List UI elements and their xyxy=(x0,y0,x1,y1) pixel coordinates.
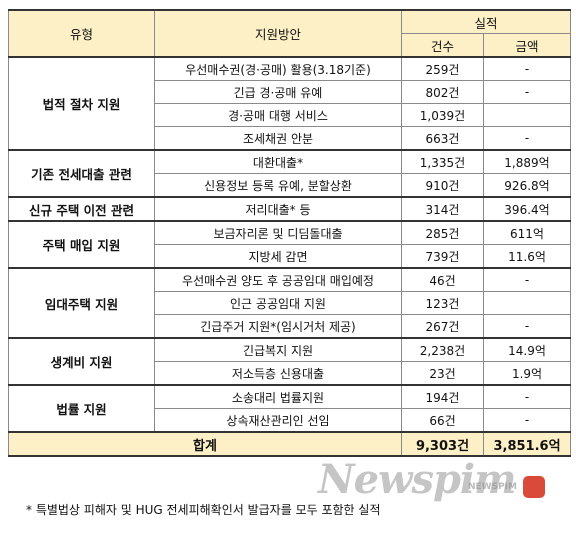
plan-cell: 지방세 감면 xyxy=(154,244,402,269)
amount-cell: 11.6억 xyxy=(482,244,572,269)
amount-cell: - xyxy=(482,80,572,104)
amount-cell: - xyxy=(482,384,572,409)
plan-cell: 상속재산관리인 선임 xyxy=(154,408,402,433)
plan-cell: 소송대리 법률지원 xyxy=(154,384,402,409)
header-plan: 지원방안 xyxy=(154,9,402,58)
count-cell: 23건 xyxy=(401,361,484,386)
table-row: 긴급 경·공매 유예 802건 - xyxy=(9,80,572,104)
table-row: 기존 전세대출 관련 대환대출* 1,335건 1,889억 xyxy=(8,149,572,198)
category-cell: 생계비 지원 xyxy=(8,337,155,386)
amount-cell: 611억 xyxy=(482,220,572,245)
support-results-table: 유형 지원방안 실적 건수 금액 법적 절차 지원 우선매수권(경·공매) 활용… xyxy=(8,9,572,457)
table-row: 긴급주거 지원*(임시거처 제공) 267건 - xyxy=(9,314,572,339)
amount-cell: - xyxy=(482,267,572,292)
count-cell: 285건 xyxy=(401,220,484,245)
total-label: 합계 xyxy=(8,431,402,457)
count-cell: 46건 xyxy=(401,267,484,292)
plan-cell: 우선매수권(경·공매) 활용(3.18기준) xyxy=(154,56,402,81)
table-row: 인근 공공임대 지원 123건 xyxy=(9,291,572,315)
amount-cell: 396.4억 xyxy=(482,196,572,222)
header-result: 실적 xyxy=(400,9,572,34)
count-cell: 739건 xyxy=(401,244,484,269)
total-amount: 3,851.6억 xyxy=(482,431,572,457)
watermark-brand: Newspim xyxy=(318,456,516,503)
watermark-logo-icon xyxy=(523,476,545,498)
amount-cell: - xyxy=(482,408,572,433)
amount-cell: - xyxy=(482,314,572,339)
plan-cell: 대환대출* xyxy=(154,149,402,174)
category-cell: 주택 매입 지원 xyxy=(8,220,155,269)
amount-cell xyxy=(482,291,572,315)
amount-cell: 926.8억 xyxy=(482,173,572,198)
plan-cell: 우선매수권 양도 후 공공임대 매입예정 xyxy=(154,267,402,292)
total-row: 합계 9,303건 3,851.6억 xyxy=(8,431,572,457)
header-type: 유형 xyxy=(8,9,155,58)
footnote: * 특별법상 피해자 및 HUG 전세피해확인서 발급자를 모두 포함한 실적 xyxy=(26,503,381,517)
count-cell: 123건 xyxy=(401,291,484,315)
plan-cell: 긴급복지 지원 xyxy=(154,337,402,362)
category-cell: 신규 주택 이전 관련 xyxy=(8,196,155,222)
amount-cell: 1.9억 xyxy=(482,361,572,386)
plan-cell: 저소득층 신용대출 xyxy=(154,361,402,386)
category-cell: 법적 절차 지원 xyxy=(8,56,155,151)
table-row: 신규 주택 이전 관련 저리대출* 등 314건 396.4억 xyxy=(8,196,572,222)
count-cell: 910건 xyxy=(401,173,484,198)
plan-cell: 저리대출* 등 xyxy=(154,196,402,222)
table-row: 상속재산관리인 선임 66건 - xyxy=(9,408,572,433)
count-cell: 314건 xyxy=(401,196,484,222)
table-row: 임대주택 지원 우선매수권 양도 후 공공임대 매입예정 46건 - xyxy=(8,267,572,339)
amount-cell: 14.9억 xyxy=(482,337,572,362)
table-row: 주택 매입 지원 보금자리론 및 디딤돌대출 285건 611억 xyxy=(8,220,572,269)
plan-cell: 긴급 경·공매 유예 xyxy=(154,80,402,104)
watermark-sub: NEWSPIM xyxy=(468,482,517,492)
plan-cell: 긴급주거 지원*(임시거처 제공) xyxy=(154,314,402,339)
plan-cell: 인근 공공임대 지원 xyxy=(154,291,402,315)
amount-cell: 1,889억 xyxy=(482,149,572,174)
header-count: 건수 xyxy=(401,33,484,58)
header-row: 유형 지원방안 실적 xyxy=(8,9,572,58)
category-cell: 임대주택 지원 xyxy=(8,267,155,339)
table-row: 법률 지원 소송대리 법률지원 194건 - xyxy=(8,384,572,433)
count-cell: 663건 xyxy=(401,126,484,151)
count-cell: 802건 xyxy=(401,80,484,104)
amount-cell: - xyxy=(482,126,572,151)
amount-cell: - xyxy=(482,56,572,81)
plan-cell: 조세채권 안분 xyxy=(154,126,402,151)
count-cell: 1,335건 xyxy=(401,149,484,174)
category-cell: 기존 전세대출 관련 xyxy=(8,149,155,198)
plan-cell: 신용정보 등록 유예, 분할상환 xyxy=(154,173,402,198)
plan-cell: 경·공매 대행 서비스 xyxy=(154,103,402,127)
amount-cell xyxy=(482,103,572,127)
newspim-watermark: Newspim NEWSPIM xyxy=(318,456,568,506)
category-cell: 법률 지원 xyxy=(8,384,155,433)
table-row: 경·공매 대행 서비스 1,039건 xyxy=(9,103,572,127)
count-cell: 267건 xyxy=(401,314,484,339)
count-cell: 1,039건 xyxy=(401,103,484,127)
table-row: 생계비 지원 긴급복지 지원 2,238건 14.9억 xyxy=(8,337,572,386)
count-cell: 259건 xyxy=(401,56,484,81)
total-count: 9,303건 xyxy=(401,431,484,457)
count-cell: 66건 xyxy=(401,408,484,433)
count-cell: 194건 xyxy=(401,384,484,409)
count-cell: 2,238건 xyxy=(401,337,484,362)
table-row: 법적 절차 지원 우선매수권(경·공매) 활용(3.18기준) 259건 - xyxy=(8,56,572,151)
table-row: 조세채권 안분 663건 - xyxy=(9,126,572,151)
plan-cell: 보금자리론 및 디딤돌대출 xyxy=(154,220,402,245)
header-amount: 금액 xyxy=(482,33,572,58)
table-row: 신용정보 등록 유예, 분할상환 910건 926.8억 xyxy=(9,173,572,198)
